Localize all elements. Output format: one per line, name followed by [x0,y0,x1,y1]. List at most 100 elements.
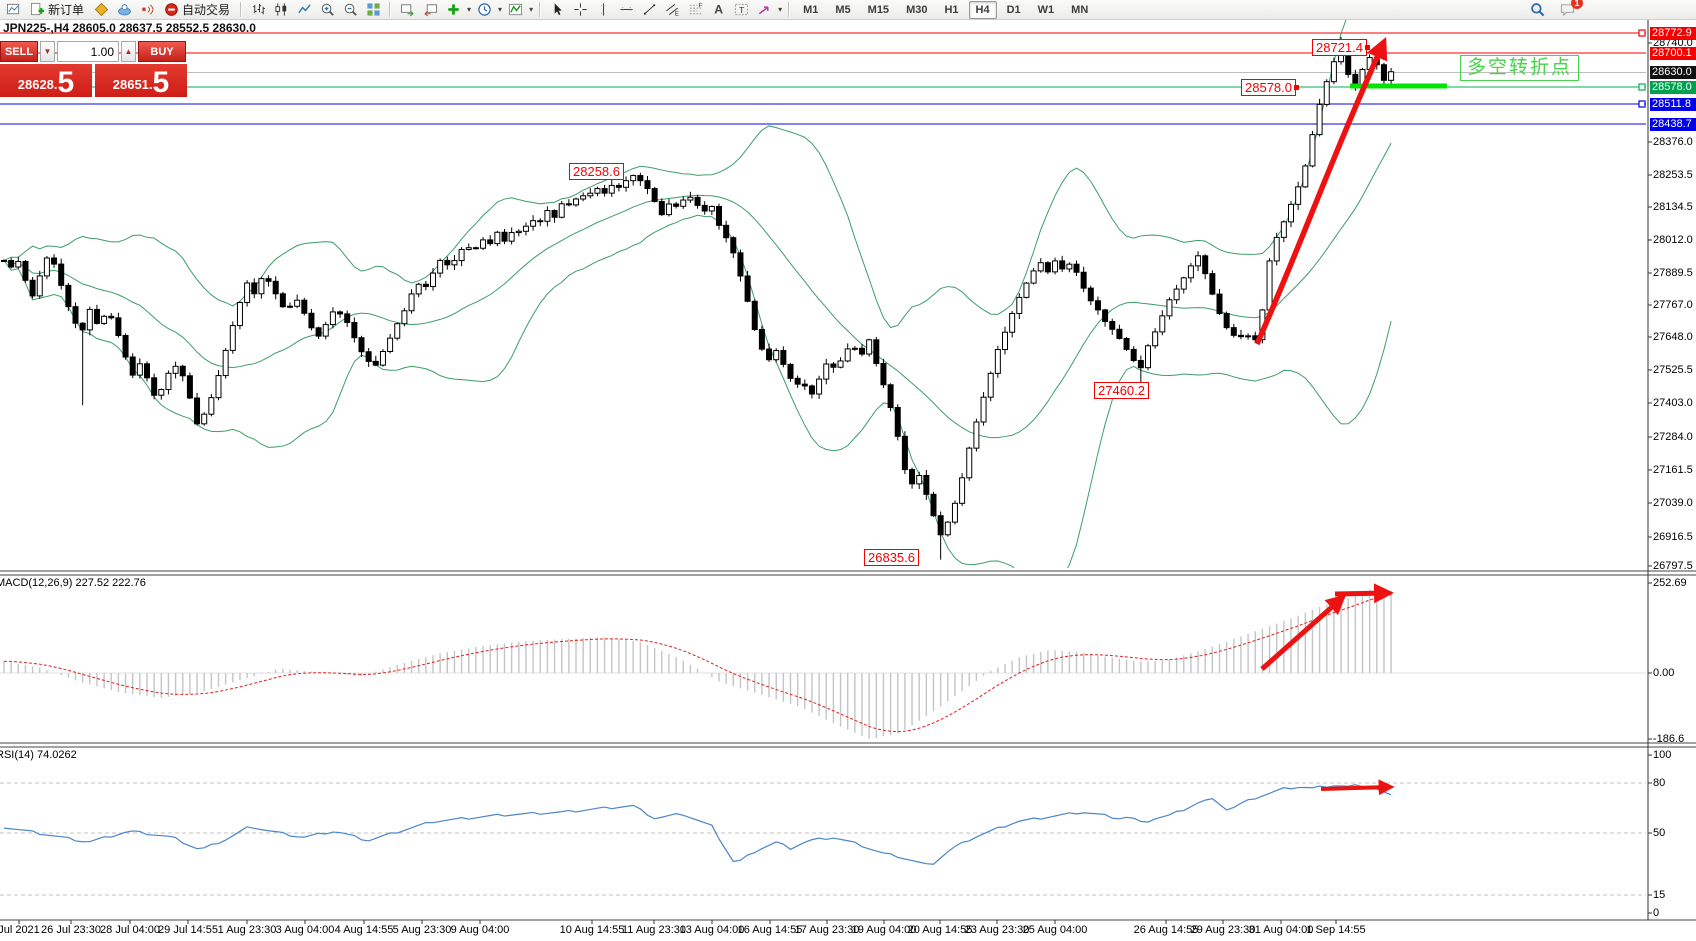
timeframe-button-M1[interactable]: M1 [803,3,819,16]
turning-point-text-label[interactable]: 多空转折点 [1460,55,1580,81]
macd-indicator-label: MACD(12,26,9) 227.52 222.76 [0,577,146,589]
macd-flat-arrow[interactable] [1334,583,1394,604]
buy-price[interactable]: 28651. 5 [95,64,187,98]
annotation-handle [1294,85,1299,90]
one-click-trade-panel: SELL ▼ ▲ BUY 28628.5 28651.5 [0,41,187,98]
toolbar: 新订单 自动交易 ▾ ▾ ▾ E F A T ▾ M1 M5 M15 M30 H1 H4 D1 W1 MN 1 [0,0,1696,20]
channel-tool[interactable]: E [662,1,682,19]
line-handle-marker[interactable] [1638,29,1646,37]
time-axis-label: 26 Aug 14:55 [1133,924,1199,936]
rsi-flat-arrow[interactable] [1320,779,1395,796]
time-axis-label: 5 Aug 23:30 [392,924,452,936]
time-axis-label: 17 Aug 23:30 [794,924,860,936]
templates-button[interactable] [505,1,525,19]
main-trend-arrow[interactable] [1254,36,1388,346]
volume-increase-button[interactable]: ▲ [121,41,136,62]
time-axis-label: 26 Jul 23:30 [41,924,101,936]
autotrade-button-label: 自动交易 [182,3,231,17]
bar-chart-icon[interactable] [248,1,268,19]
layouts-icon[interactable] [91,1,111,19]
price-tag: 28511.8 [1650,97,1696,111]
chart-title: JPN225-,H4 28605.0 28637.5 28552.5 28630… [3,21,256,35]
rsi-axis-tick-label: 0 [1653,907,1660,919]
time-axis-label: 11 Aug 23:30 [621,924,687,936]
macd-panel [0,587,1646,739]
horizontal-line-tool[interactable] [616,1,636,19]
zoom-in-icon[interactable] [317,1,337,19]
chart-window-icon[interactable] [3,1,23,19]
svg-text:E: E [674,11,678,17]
macd-axis-tick-label: 0.00 [1653,667,1675,679]
price-axis-tick-label: 26916.5 [1653,531,1693,543]
price-axis-tick-label: 27889.5 [1653,267,1693,279]
macd-axis-tick-label: -186.6 [1653,733,1685,745]
tile-windows-icon[interactable] [363,1,383,19]
line-handle-marker[interactable] [1638,100,1646,108]
macd-axis-tick-label: 252.69 [1653,577,1687,589]
new-order-button[interactable]: 新订单 [26,1,88,19]
crosshair-tool[interactable] [570,1,590,19]
periods-button[interactable] [474,1,494,19]
new-chart-button-dropdown-icon[interactable]: ▾ [467,5,472,14]
volume-input[interactable] [57,41,119,62]
price-annotation-label[interactable]: 28258.6 [569,163,624,180]
candle-chart-icon[interactable] [271,1,291,19]
line-chart-icon[interactable] [294,1,314,19]
time-axis-label: 16 Aug 14:55 [737,924,803,936]
vertical-line-tool[interactable] [593,1,613,19]
sell-button[interactable]: SELL [0,41,38,62]
macd-trend-arrow[interactable] [1260,594,1347,671]
timeframe-button-H4[interactable]: H4 [968,0,997,19]
trendline-tool[interactable] [639,1,659,19]
timeframe-button-MN[interactable]: MN [1071,3,1089,16]
chart-frame [0,20,1696,924]
timeframe-button-H1[interactable]: H1 [944,3,959,16]
time-axis-label: 31 Aug 04:00 [1248,924,1314,936]
price-annotation-label[interactable]: 27460.2 [1094,382,1149,399]
search-icon[interactable] [1527,1,1547,19]
support-level-segment[interactable] [1350,83,1447,89]
buy-button[interactable]: BUY [138,41,186,62]
rsi-indicator-label: RSI(14) 74.0262 [0,749,77,761]
shapes-tool[interactable] [754,1,774,19]
toolbar-right-group: 1 [1527,0,1583,19]
chat-button[interactable]: 1 [1557,0,1583,19]
cursor-tool[interactable] [547,1,567,19]
line-handle-marker[interactable] [1638,83,1646,91]
time-axis-label: 3 Aug 04:00 [275,924,335,936]
new-chart-button[interactable] [443,1,463,19]
autotrade-button[interactable]: 自动交易 [160,1,234,19]
timeframe-button-M5[interactable]: M5 [835,3,851,16]
rsi-axis-tick-label: 15 [1653,889,1666,901]
price-annotation-label[interactable]: 28721.4 [1312,39,1370,56]
timeframe-button-W1[interactable]: W1 [1037,3,1055,16]
timeframe-button-M15[interactable]: M15 [867,3,890,16]
periods-button-dropdown-icon[interactable]: ▾ [498,5,503,14]
time-axis-label: 23 Aug 23:30 [964,924,1030,936]
main-chart-panel [0,20,1646,568]
text-tool[interactable]: A [708,1,728,19]
time-axis-label: 19 Aug 04:00 [851,924,917,936]
chart-shift-icon[interactable] [420,1,440,19]
rsi-axis-tick-label: 50 [1653,827,1666,839]
community-icon[interactable] [114,1,134,19]
shapes-tool-dropdown-icon[interactable]: ▾ [778,5,783,14]
templates-button-dropdown-icon[interactable]: ▾ [529,5,534,14]
price-axis-tick-label: 28012.0 [1653,234,1693,246]
price-annotation-label[interactable]: 26835.6 [864,549,919,566]
auto-scroll-icon[interactable] [397,1,417,19]
price-axis-tick-label: 27525.5 [1653,364,1693,376]
fibonacci-tool[interactable]: F [685,1,705,19]
volume-decrease-button[interactable]: ▼ [40,41,55,62]
zoom-out-icon[interactable] [340,1,360,19]
price-axis-tick-label: 28740.0 [1653,37,1693,49]
sell-price[interactable]: 28628. 5 [0,64,92,98]
timeframe-button-M30[interactable]: M30 [906,3,928,16]
timeframe-button-D1[interactable]: D1 [1006,3,1021,16]
label-tool[interactable]: T [731,1,751,19]
price-annotation-label[interactable]: 28578.0 [1241,79,1299,96]
time-axis-label: 1 Aug 23:30 [217,924,277,936]
price-axis-tick-label: 27284.0 [1653,431,1693,443]
signals-icon[interactable] [137,1,157,19]
